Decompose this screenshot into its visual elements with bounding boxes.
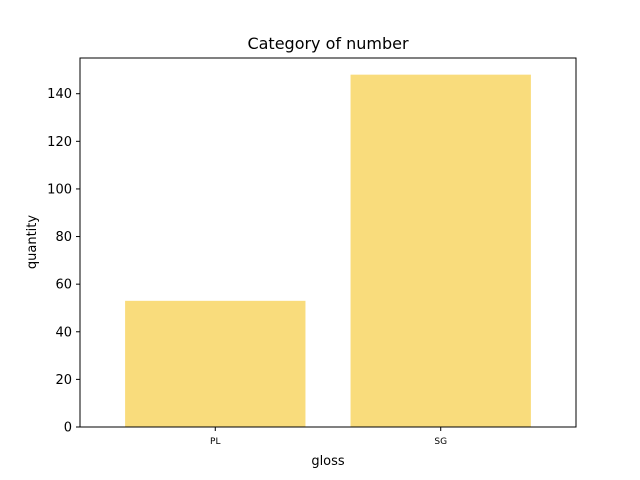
y-tick-label: 0	[64, 421, 72, 436]
y-tick-label: 120	[47, 135, 72, 150]
y-tick-label: 140	[47, 87, 72, 102]
x-axis-ticks: PL SG	[210, 427, 447, 447]
plot-frame	[79, 57, 577, 428]
y-tick-label: 40	[55, 325, 72, 340]
y-axis-label: quantity	[25, 215, 40, 270]
x-tick-label: SG	[434, 437, 447, 447]
bar-pl	[125, 300, 306, 427]
y-tick-label: 100	[47, 182, 72, 197]
y-axis-ticks: 0 20 40 60 80 100 120 140	[47, 87, 80, 436]
x-tick-label: PL	[210, 437, 220, 447]
bars-group	[125, 74, 531, 427]
chart-title: Category of number	[247, 34, 409, 53]
x-axis-label: gloss	[311, 454, 345, 469]
y-tick-label: 80	[55, 230, 72, 245]
y-tick-label: 60	[55, 278, 72, 293]
bar-sg	[350, 74, 531, 427]
y-tick-label: 20	[55, 373, 72, 388]
